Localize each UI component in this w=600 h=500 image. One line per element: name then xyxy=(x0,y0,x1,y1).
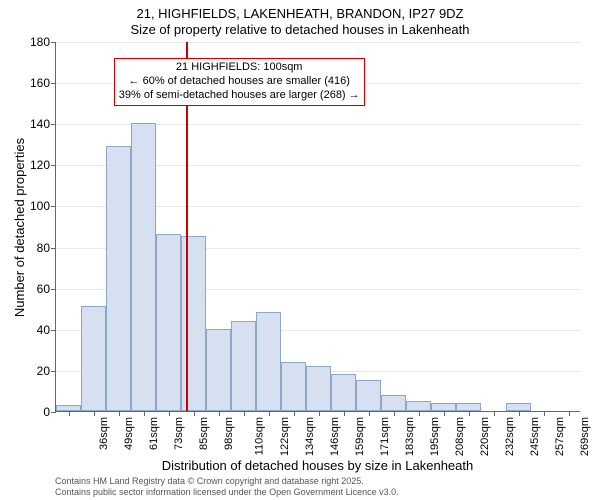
histogram-bar xyxy=(406,401,431,411)
y-tick-label: 120 xyxy=(30,158,50,172)
footer-attribution: Contains HM Land Registry data © Crown c… xyxy=(55,476,399,498)
histogram-bar xyxy=(281,362,306,411)
x-tick-mark xyxy=(444,411,445,416)
y-tick-mark xyxy=(51,42,56,43)
x-tick-mark xyxy=(269,411,270,416)
y-tick-label: 140 xyxy=(30,117,50,131)
histogram-bar xyxy=(131,123,156,411)
x-tick-mark xyxy=(569,411,570,416)
histogram-chart: 21, HIGHFIELDS, LAKENHEATH, BRANDON, IP2… xyxy=(0,0,600,500)
chart-title-line2: Size of property relative to detached ho… xyxy=(0,22,600,37)
x-tick-label: 195sqm xyxy=(429,417,441,456)
histogram-bar xyxy=(256,312,281,411)
histogram-bar xyxy=(456,403,481,411)
footer-line2: Contains public sector information licen… xyxy=(55,487,399,498)
y-tick-mark xyxy=(51,248,56,249)
histogram-bar xyxy=(431,403,456,411)
x-tick-mark xyxy=(194,411,195,416)
histogram-bar xyxy=(81,306,106,411)
chart-title-line1: 21, HIGHFIELDS, LAKENHEATH, BRANDON, IP2… xyxy=(0,6,600,21)
x-tick-label: 257sqm xyxy=(554,417,566,456)
y-tick-label: 60 xyxy=(37,282,50,296)
y-tick-label: 80 xyxy=(37,241,50,255)
gridline xyxy=(56,42,580,43)
y-tick-mark xyxy=(51,165,56,166)
y-tick-label: 40 xyxy=(37,323,50,337)
y-tick-label: 0 xyxy=(43,405,50,419)
x-tick-mark xyxy=(544,411,545,416)
y-tick-mark xyxy=(51,83,56,84)
x-tick-mark xyxy=(394,411,395,416)
x-tick-mark xyxy=(369,411,370,416)
x-tick-mark xyxy=(419,411,420,416)
y-tick-mark xyxy=(51,124,56,125)
x-tick-mark xyxy=(94,411,95,416)
x-tick-label: 159sqm xyxy=(354,417,366,456)
histogram-bar xyxy=(356,380,381,411)
x-tick-label: 208sqm xyxy=(454,417,466,456)
x-tick-label: 220sqm xyxy=(479,417,491,456)
x-tick-mark xyxy=(219,411,220,416)
x-tick-label: 269sqm xyxy=(579,417,591,456)
x-tick-label: 134sqm xyxy=(304,417,316,456)
y-tick-mark xyxy=(51,412,56,413)
x-tick-label: 122sqm xyxy=(279,417,291,456)
x-tick-label: 61sqm xyxy=(148,417,160,450)
y-axis-label: Number of detached properties xyxy=(12,42,28,412)
x-tick-label: 98sqm xyxy=(223,417,235,450)
x-tick-mark xyxy=(319,411,320,416)
histogram-bar xyxy=(506,403,531,411)
plot-area: 02040608010012014016018036sqm49sqm61sqm7… xyxy=(55,42,580,412)
x-tick-label: 183sqm xyxy=(404,417,416,456)
x-tick-mark xyxy=(469,411,470,416)
x-tick-mark xyxy=(519,411,520,416)
x-tick-label: 232sqm xyxy=(504,417,516,456)
x-tick-label: 36sqm xyxy=(98,417,110,450)
annotation-box: 21 HIGHFIELDS: 100sqm← 60% of detached h… xyxy=(114,58,365,105)
x-tick-label: 245sqm xyxy=(529,417,541,456)
x-tick-label: 73sqm xyxy=(173,417,185,450)
x-tick-label: 146sqm xyxy=(329,417,341,456)
histogram-bar xyxy=(381,395,406,411)
annotation-line: 39% of semi-detached houses are larger (… xyxy=(119,89,360,103)
y-tick-label: 180 xyxy=(30,35,50,49)
x-tick-mark xyxy=(294,411,295,416)
x-tick-mark xyxy=(244,411,245,416)
histogram-bar xyxy=(181,236,206,411)
y-tick-mark xyxy=(51,371,56,372)
annotation-line: ← 60% of detached houses are smaller (41… xyxy=(119,75,360,89)
annotation-line: 21 HIGHFIELDS: 100sqm xyxy=(119,61,360,75)
x-tick-label: 49sqm xyxy=(123,417,135,450)
footer-line1: Contains HM Land Registry data © Crown c… xyxy=(55,476,399,487)
histogram-bar xyxy=(156,234,181,411)
x-tick-mark xyxy=(169,411,170,416)
x-tick-mark xyxy=(119,411,120,416)
x-tick-mark xyxy=(69,411,70,416)
y-tick-label: 100 xyxy=(30,199,50,213)
x-tick-label: 171sqm xyxy=(379,417,391,456)
histogram-bar xyxy=(231,321,256,411)
x-tick-mark xyxy=(144,411,145,416)
y-tick-mark xyxy=(51,289,56,290)
y-tick-mark xyxy=(51,330,56,331)
y-tick-mark xyxy=(51,206,56,207)
x-tick-mark xyxy=(344,411,345,416)
histogram-bar xyxy=(206,329,231,411)
histogram-bar xyxy=(331,374,356,411)
x-axis-label: Distribution of detached houses by size … xyxy=(55,458,580,473)
y-tick-label: 20 xyxy=(37,364,50,378)
histogram-bar xyxy=(306,366,331,411)
x-tick-label: 110sqm xyxy=(253,417,265,455)
x-tick-mark xyxy=(494,411,495,416)
x-tick-label: 85sqm xyxy=(198,417,210,450)
histogram-bar xyxy=(106,146,131,411)
y-tick-label: 160 xyxy=(30,76,50,90)
